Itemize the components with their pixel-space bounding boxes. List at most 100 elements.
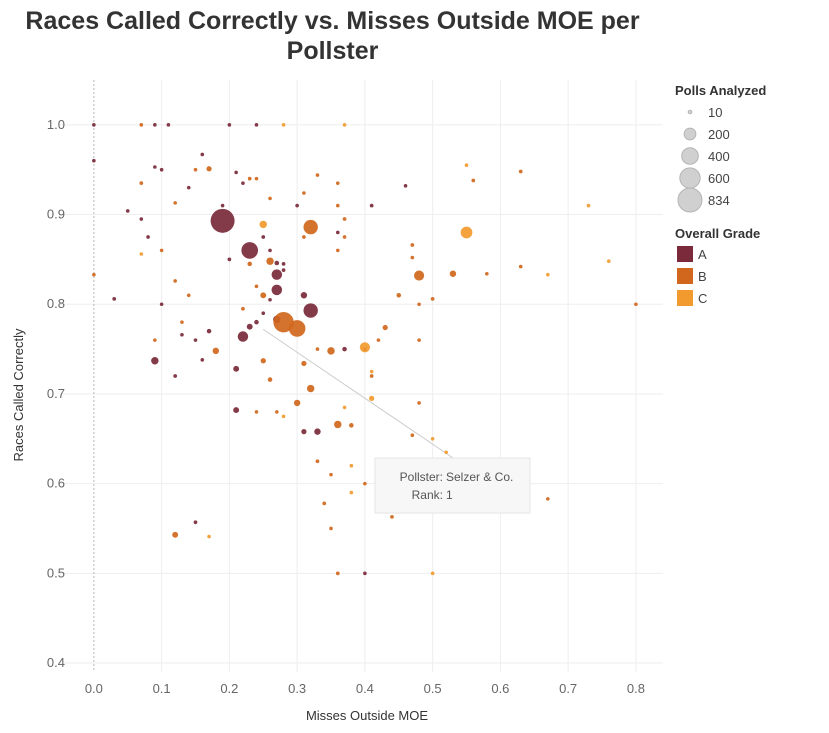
color-legend-swatch-b[interactable] xyxy=(677,268,693,284)
data-point-grade-a[interactable] xyxy=(153,165,157,169)
data-point-grade-b[interactable] xyxy=(417,401,421,405)
data-point-grade-a[interactable] xyxy=(227,123,232,127)
data-point-grade-a[interactable] xyxy=(254,123,259,127)
data-point-grade-a[interactable] xyxy=(237,331,249,342)
data-point-grade-b[interactable] xyxy=(471,178,476,183)
data-point-grade-b[interactable] xyxy=(449,270,457,277)
data-point-grade-b[interactable] xyxy=(410,243,415,247)
data-point-grade-b[interactable] xyxy=(275,410,279,414)
data-point-grade-c[interactable] xyxy=(460,226,473,239)
data-point-grade-b[interactable] xyxy=(518,169,523,174)
data-point-grade-b[interactable] xyxy=(173,201,177,205)
data-point-grade-c[interactable] xyxy=(139,252,144,256)
data-point-grade-b[interactable] xyxy=(267,377,273,382)
data-point-grade-b[interactable] xyxy=(376,338,381,342)
color-legend-swatch-c[interactable] xyxy=(677,290,693,306)
data-point-grade-b[interactable] xyxy=(363,481,367,486)
data-point-grade-b[interactable] xyxy=(173,279,177,283)
data-point-grade-b[interactable] xyxy=(139,181,144,186)
data-point-grade-b[interactable] xyxy=(349,423,354,428)
data-point-grade-b[interactable] xyxy=(417,302,421,307)
data-point-grade-a[interactable] xyxy=(180,332,184,337)
data-point-grade-c[interactable] xyxy=(586,203,591,208)
data-point-grade-a[interactable] xyxy=(363,571,367,576)
data-point-grade-c[interactable] xyxy=(281,414,286,419)
data-point-grade-a[interactable] xyxy=(369,203,374,208)
data-point-grade-b[interactable] xyxy=(153,338,157,342)
data-point-grade-c[interactable] xyxy=(369,395,375,402)
data-point-grade-a[interactable] xyxy=(268,297,272,302)
data-point-grade-a[interactable] xyxy=(295,203,299,208)
data-point-grade-a[interactable] xyxy=(112,297,117,301)
data-point-grade-a[interactable] xyxy=(220,203,225,208)
data-point-grade-b[interactable] xyxy=(369,374,374,378)
data-point-grade-b[interactable] xyxy=(342,217,347,221)
data-point-grade-c[interactable] xyxy=(430,571,435,576)
data-point-grade-a[interactable] xyxy=(153,123,157,127)
data-point-grade-b[interactable] xyxy=(254,284,259,289)
data-point-grade-b[interactable] xyxy=(410,255,415,260)
data-point-grade-b[interactable] xyxy=(390,514,394,519)
data-point-grade-b[interactable] xyxy=(266,257,274,265)
data-point-grade-c[interactable] xyxy=(606,259,611,263)
data-point-grade-b[interactable] xyxy=(518,264,523,269)
data-point-grade-b[interactable] xyxy=(288,320,306,337)
data-point-grade-b[interactable] xyxy=(260,292,267,299)
data-point-grade-b[interactable] xyxy=(329,472,333,477)
data-point-grade-b[interactable] xyxy=(92,272,96,277)
data-point-grade-b[interactable] xyxy=(485,271,489,276)
data-point-grade-b[interactable] xyxy=(315,173,320,177)
data-point-grade-b[interactable] xyxy=(334,420,342,429)
data-point-grade-a[interactable] xyxy=(125,209,130,213)
data-point-grade-b[interactable] xyxy=(247,261,252,267)
data-point-grade-a[interactable] xyxy=(227,257,232,262)
data-point-grade-b[interactable] xyxy=(303,219,318,235)
data-point-grade-b[interactable] xyxy=(172,531,179,538)
data-point-grade-a[interactable] xyxy=(166,123,171,127)
data-point-grade-b[interactable] xyxy=(241,306,245,311)
data-point-grade-a[interactable] xyxy=(303,303,318,318)
data-point-grade-b[interactable] xyxy=(414,270,425,281)
data-point-grade-a[interactable] xyxy=(206,328,212,334)
data-point-grade-b[interactable] xyxy=(139,123,144,127)
data-point-grade-b[interactable] xyxy=(273,312,294,333)
data-point-grade-b[interactable] xyxy=(329,526,333,531)
color-legend-swatch-a[interactable] xyxy=(677,246,693,262)
data-point-grade-a[interactable] xyxy=(268,248,272,253)
data-point-grade-a[interactable] xyxy=(159,302,164,307)
data-point-grade-a[interactable] xyxy=(233,407,240,414)
data-point-grade-b[interactable] xyxy=(335,248,340,253)
data-point-grade-c[interactable] xyxy=(546,272,550,277)
data-point-grade-b[interactable] xyxy=(335,571,340,576)
data-point-grade-a[interactable] xyxy=(254,319,259,325)
data-point-grade-a[interactable] xyxy=(342,346,347,352)
data-point-grade-b[interactable] xyxy=(159,248,164,253)
data-point-grade-b[interactable] xyxy=(180,320,184,324)
data-point-grade-a[interactable] xyxy=(159,167,164,172)
data-point-grade-a[interactable] xyxy=(200,358,205,362)
data-point-grade-a[interactable] xyxy=(261,235,266,239)
data-point-grade-b[interactable] xyxy=(634,302,638,307)
data-point-grade-b[interactable] xyxy=(302,235,306,239)
data-point-grade-a[interactable] xyxy=(281,262,286,266)
data-point-grade-b[interactable] xyxy=(301,360,307,367)
data-point-grade-c[interactable] xyxy=(369,369,374,374)
data-point-grade-c[interactable] xyxy=(207,534,211,539)
data-point-grade-b[interactable] xyxy=(306,384,315,393)
data-point-grade-a[interactable] xyxy=(241,181,245,185)
data-point-grade-c[interactable] xyxy=(349,463,354,468)
data-point-grade-a[interactable] xyxy=(146,235,150,239)
data-point-grade-b[interactable] xyxy=(322,501,327,506)
data-point-grade-b[interactable] xyxy=(327,347,335,355)
data-point-grade-a[interactable] xyxy=(271,269,283,280)
data-point-grade-b[interactable] xyxy=(212,347,220,355)
data-point-grade-b[interactable] xyxy=(206,166,212,172)
data-point-grade-a[interactable] xyxy=(314,428,321,435)
data-point-grade-b[interactable] xyxy=(342,235,347,239)
data-point-grade-a[interactable] xyxy=(234,170,238,175)
data-point-grade-b[interactable] xyxy=(260,358,266,364)
data-point-grade-c[interactable] xyxy=(259,220,267,229)
data-point-grade-a[interactable] xyxy=(92,123,96,127)
data-point-grade-b[interactable] xyxy=(315,347,320,351)
data-point-grade-b[interactable] xyxy=(254,176,259,181)
